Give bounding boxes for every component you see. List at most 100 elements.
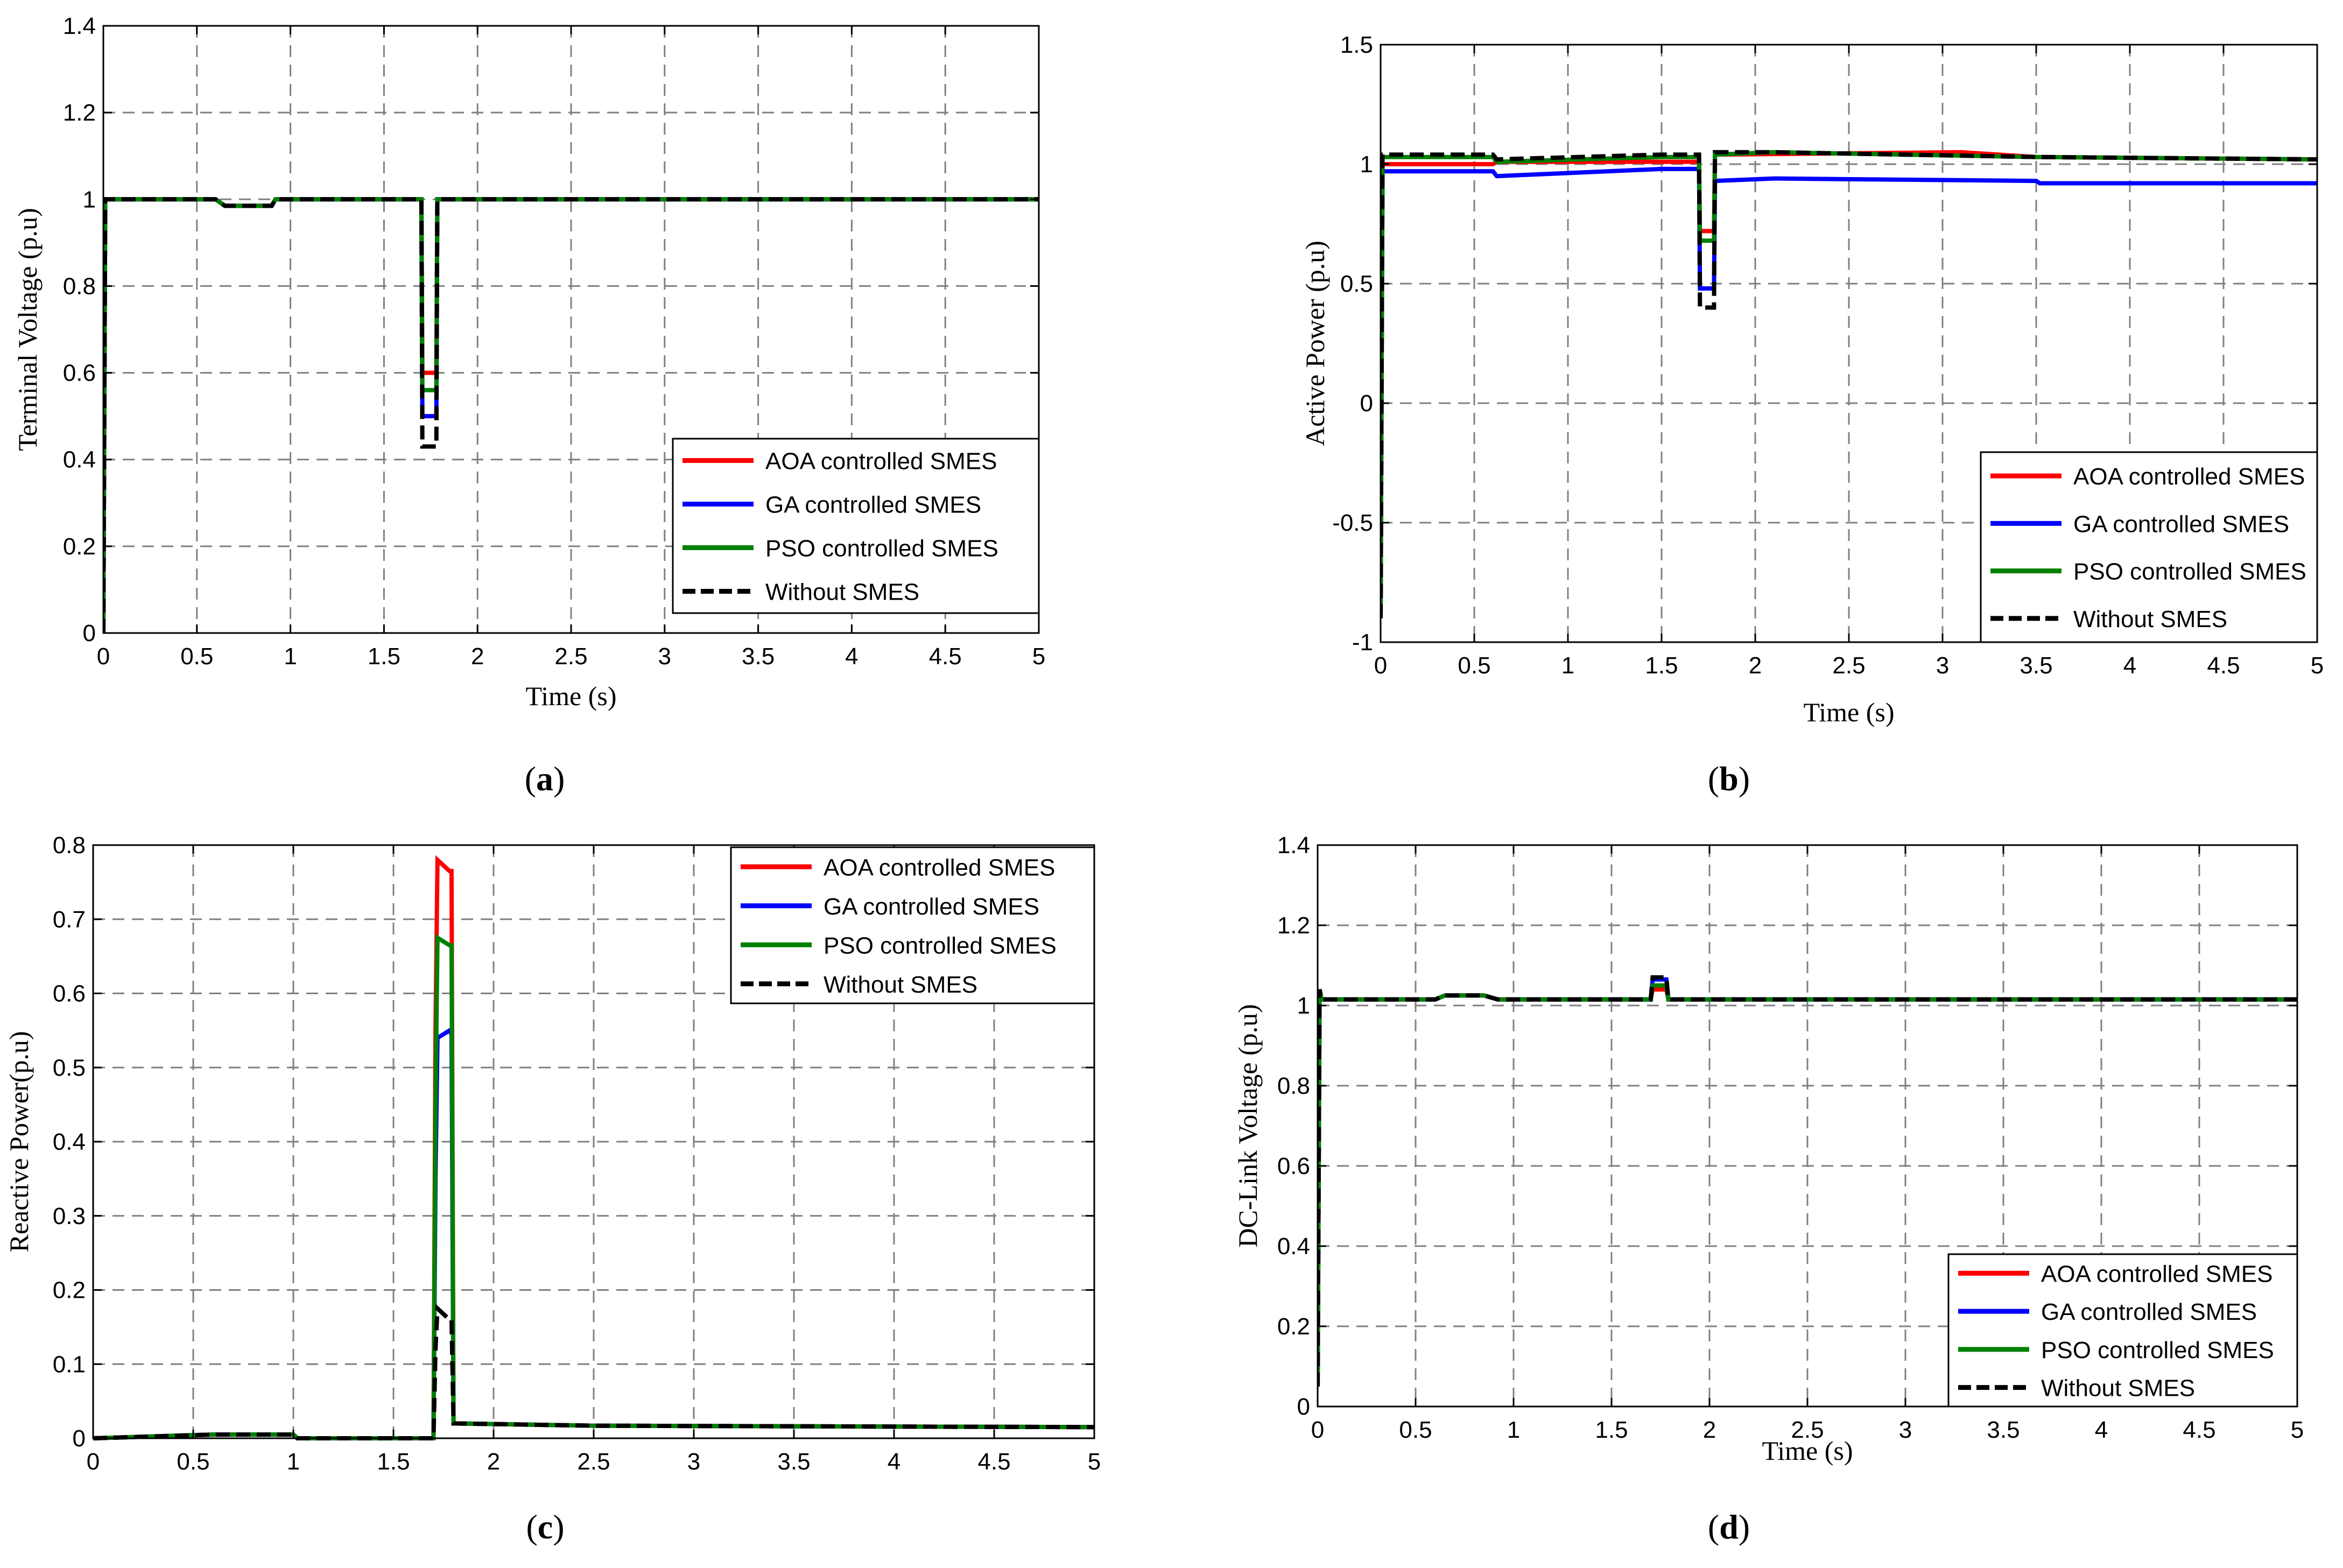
y-tick-label: 1.2	[63, 100, 96, 126]
x-tick-label: 1.5	[1645, 652, 1678, 679]
x-tick-label: 3	[687, 1449, 700, 1475]
x-tick-label: 1	[284, 643, 297, 670]
x-tick-label: 2.5	[577, 1449, 610, 1475]
legend-label-without: Without SMES	[824, 972, 977, 998]
x-tick-label: 1.5	[368, 643, 400, 670]
y-tick-label: 0.7	[53, 906, 86, 933]
y-axis-label: Terminal Voltage (p.u)	[12, 208, 43, 451]
y-tick-label: 0.5	[1340, 271, 1373, 297]
chart-panel-c: 0 0.5 1 1.5 2 2.5 3 3.5 4 4.5 5 0 0.1 0.2 0.3 0.4 0.5 0.6…	[4, 832, 1101, 1546]
y-tick-label: 0.2	[63, 533, 96, 560]
legend-label-aoa: AOA controlled SMES	[2041, 1261, 2272, 1287]
x-tick-label: 3.5	[1987, 1417, 2020, 1443]
x-tick-label: 2	[1749, 652, 1762, 679]
legend-label-ga: GA controlled SMES	[2041, 1299, 2257, 1325]
x-tick-label: 4	[845, 643, 858, 670]
y-tick-label: 0	[1360, 390, 1373, 417]
x-tick-label: 1.5	[377, 1449, 410, 1475]
x-tick-label: 4	[2123, 652, 2136, 679]
y-tick-label: 0.4	[53, 1129, 86, 1155]
x-tick-label: 4	[888, 1449, 900, 1475]
subfigure-label: (d)	[1708, 1508, 1750, 1546]
subfigure-label: (c)	[526, 1508, 564, 1546]
series-group	[93, 855, 1094, 1440]
y-tick-label: 0.4	[63, 447, 96, 473]
y-tick-label: 0.5	[53, 1054, 86, 1081]
legend-label-without: Without SMES	[765, 579, 919, 606]
y-tick-label: -0.5	[1332, 510, 1373, 536]
x-tick-label: 5	[1032, 643, 1045, 670]
legend-label-pso: PSO controlled SMES	[765, 536, 998, 562]
x-tick-label: 0.5	[1458, 652, 1490, 679]
x-tick-label: 3.5	[2020, 652, 2052, 679]
y-tick-label: 0.8	[1277, 1073, 1310, 1099]
series-line-without	[1381, 150, 2317, 618]
series-line-ga	[1381, 166, 2317, 618]
y-tick-label: 0.6	[53, 981, 86, 1007]
y-tick-label: 1	[83, 186, 96, 213]
x-tick-label: 5	[2311, 652, 2324, 679]
x-tick-label: 0	[1311, 1417, 1324, 1443]
y-tick-label: 0	[73, 1425, 86, 1452]
legend-label-pso: PSO controlled SMES	[824, 932, 1057, 959]
y-axis-label: DC-Link Voltage (p.u)	[1233, 1004, 1263, 1247]
x-tick-label: 2	[471, 643, 484, 670]
x-tick-label: 3	[1899, 1417, 1912, 1443]
x-tick-label: 1.5	[1595, 1417, 1628, 1443]
legend-label-without: Without SMES	[2041, 1375, 2195, 1402]
legend-label-pso: PSO controlled SMES	[2041, 1337, 2274, 1363]
legend-label-ga: GA controlled SMES	[824, 894, 1039, 920]
x-tick-label: 3	[1936, 652, 1949, 679]
y-tick-label: 0.6	[1277, 1153, 1310, 1179]
legend-box	[672, 438, 1040, 614]
legend-label-aoa: AOA controlled SMES	[824, 854, 1055, 881]
legend-label-ga: GA controlled SMES	[2073, 511, 2289, 537]
y-tick-label: -1	[1352, 629, 1373, 656]
chart-panel-d: 0 0.5 1 1.5 2 2.5 3 3.5 4 4.5 5 0 0.2 0.4 0.6 0.8 1 1.2 1.…	[1233, 832, 2304, 1546]
chart-panel-a: 0 0.5 1 1.5 2 2.5 3 3.5 4 4.5 5 0 0.2 0.4 0.6 0.8 1 1.2 1.…	[12, 13, 1045, 798]
x-tick-label: 1	[287, 1449, 300, 1475]
legend-label-pso: PSO controlled SMES	[2073, 559, 2306, 585]
y-tick-label: 1	[1297, 993, 1310, 1019]
subfigure-label: (b)	[1708, 760, 1750, 798]
y-tick-label: 1	[1360, 151, 1373, 178]
subfigure-label: (a)	[525, 760, 565, 798]
x-tick-label: 0.5	[180, 643, 213, 670]
y-tick-label: 0	[83, 620, 96, 646]
x-tick-label: 3.5	[742, 643, 775, 670]
legend-label-aoa: AOA controlled SMES	[765, 448, 997, 475]
legend-label-ga: GA controlled SMES	[765, 492, 981, 518]
x-tick-label: 4.5	[977, 1449, 1010, 1475]
y-tick-label: 1.4	[1277, 832, 1310, 859]
series-line-without	[1318, 975, 2297, 1387]
y-tick-label: 0.3	[53, 1203, 86, 1229]
legend-label-without: Without SMES	[2073, 606, 2227, 632]
legend-box	[730, 846, 1095, 1004]
x-axis-label: Time (s)	[1762, 1436, 1853, 1466]
x-tick-label: 0	[97, 643, 110, 670]
x-tick-label: 5	[2291, 1417, 2304, 1443]
x-tick-label: 0	[1374, 652, 1387, 679]
y-tick-label: 0.8	[53, 832, 86, 859]
x-tick-label: 0.5	[1399, 1417, 1432, 1443]
y-tick-label: 1.4	[63, 13, 96, 39]
legend-box	[1980, 451, 2318, 643]
y-tick-label: 0	[1297, 1394, 1310, 1420]
x-tick-label: 2.5	[554, 643, 587, 670]
x-tick-label: 3.5	[777, 1449, 810, 1475]
x-tick-label: 4	[2095, 1417, 2108, 1443]
x-tick-label: 2.5	[1791, 1417, 1824, 1443]
y-tick-label: 0.8	[63, 273, 96, 299]
legend-label-aoa: AOA controlled SMES	[2073, 463, 2305, 490]
x-tick-label: 1	[1507, 1417, 1520, 1443]
x-tick-label: 4.5	[2183, 1417, 2215, 1443]
x-tick-label: 0	[87, 1449, 100, 1475]
legend-box	[1947, 1253, 2298, 1408]
series-group	[1318, 975, 2297, 1387]
y-tick-label: 1.5	[1340, 32, 1373, 58]
x-tick-label: 2.5	[1832, 652, 1865, 679]
y-tick-label: 1.2	[1277, 912, 1310, 939]
chart-panel-b: 0 0.5 1 1.5 2 2.5 3 3.5 4 4.5 5 -1 -0.5 0 0.5 1 1.5 Time …	[1300, 32, 2324, 798]
x-tick-label: 5	[1088, 1449, 1101, 1475]
